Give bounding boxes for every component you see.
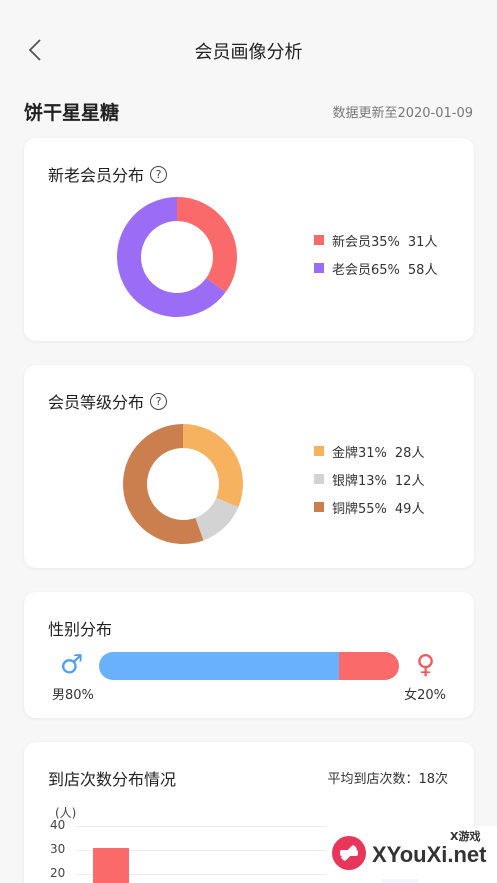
legend-label: 铜牌55% xyxy=(332,501,387,517)
legend-swatch xyxy=(314,446,324,456)
update-date: 数据更新至2020-01-09 xyxy=(332,106,473,121)
gridline xyxy=(76,826,450,827)
question-icon[interactable]: ? xyxy=(150,392,168,410)
member-donut-chart xyxy=(117,197,237,317)
watermark: XYouXi.net X游戏 xyxy=(326,826,497,883)
level-legend-item: 铜牌55% 49人 xyxy=(314,493,424,521)
legend-label: 银牌13% xyxy=(332,473,387,489)
member-distribution-title: 新老会员分布 xyxy=(48,166,145,185)
member-legend-item: 新会员35% 31人 xyxy=(314,226,437,254)
visit-bar-1 xyxy=(93,847,129,883)
y-axis-unit: (人) xyxy=(55,806,77,820)
legend-count: 28人 xyxy=(394,445,425,461)
watermark-text: XYouXi.net xyxy=(372,842,487,867)
legend-count: 58人 xyxy=(407,262,438,278)
legend-swatch xyxy=(314,235,324,245)
watermark-logo-icon xyxy=(332,836,366,870)
level-donut-chart xyxy=(123,424,243,544)
legend-count: 31人 xyxy=(407,234,438,250)
legend-swatch xyxy=(314,263,324,273)
y-tick-20: 20 xyxy=(50,866,66,880)
member-legend-item: 老会员65% 58人 xyxy=(314,254,437,282)
gender-distribution-title: 性别分布 xyxy=(48,620,113,639)
level-distribution-card: 会员等级分布 ? 金牌31% 28人 银牌13% 12人 铜牌55% 49人 xyxy=(24,365,474,568)
legend-label: 老会员65% xyxy=(332,262,400,278)
visit-distribution-card: 到店次数分布情况 平均到店次数：18次 (人) 40 30 20 xyxy=(24,742,474,883)
watermark-small: X游戏 xyxy=(450,830,481,843)
level-legend-item: 银牌13% 12人 xyxy=(314,465,424,493)
legend-count: 49人 xyxy=(394,501,425,517)
visit-distribution-title: 到店次数分布情况 xyxy=(48,770,177,789)
legend-label: 金牌31% xyxy=(332,445,387,461)
member-slice-2 xyxy=(117,197,226,317)
gender-bar-female xyxy=(339,652,399,680)
legend-label: 新会员35% xyxy=(332,234,400,250)
legend-swatch xyxy=(314,502,324,512)
nav-bar: 会员画像分析 xyxy=(0,0,497,100)
member-distribution-card: 新老会员分布 ? 新会员35% 31人 老会员65% 58人 xyxy=(24,138,474,341)
gender-distribution-card: 性别分布 ♂ ♀ 男80% 女20% xyxy=(24,592,474,718)
gender-bar xyxy=(99,652,399,680)
level-legend-item: 金牌31% 28人 xyxy=(314,437,424,465)
legend-count: 12人 xyxy=(394,473,425,489)
gender-bar-male xyxy=(99,652,339,680)
male-label: 男80% xyxy=(52,688,94,703)
gridline xyxy=(76,874,450,875)
female-symbol-icon: ♀ xyxy=(416,650,436,680)
store-name: 饼干星星糖 xyxy=(24,102,120,124)
back-arrow-icon[interactable] xyxy=(24,36,48,64)
gridline xyxy=(76,850,450,851)
level-distribution-title: 会员等级分布 xyxy=(48,393,145,412)
question-icon[interactable]: ? xyxy=(150,165,168,183)
level-slice-2 xyxy=(194,497,239,541)
y-tick-30: 30 xyxy=(50,842,66,856)
level-slice-3 xyxy=(123,424,204,544)
store-row: 饼干星星糖 数据更新至2020-01-09 xyxy=(24,96,473,126)
male-symbol-icon: ♂ xyxy=(60,650,84,680)
level-slice-1 xyxy=(182,424,243,508)
member-slice-1 xyxy=(176,197,237,293)
page-title: 会员画像分析 xyxy=(194,42,303,63)
legend-swatch xyxy=(314,474,324,484)
level-legend: 金牌31% 28人 银牌13% 12人 铜牌55% 49人 xyxy=(314,437,424,521)
member-legend: 新会员35% 31人 老会员65% 58人 xyxy=(314,226,437,282)
y-tick-40: 40 xyxy=(50,818,66,832)
female-label: 女20% xyxy=(404,688,446,703)
visit-average: 平均到店次数：18次 xyxy=(327,772,448,787)
